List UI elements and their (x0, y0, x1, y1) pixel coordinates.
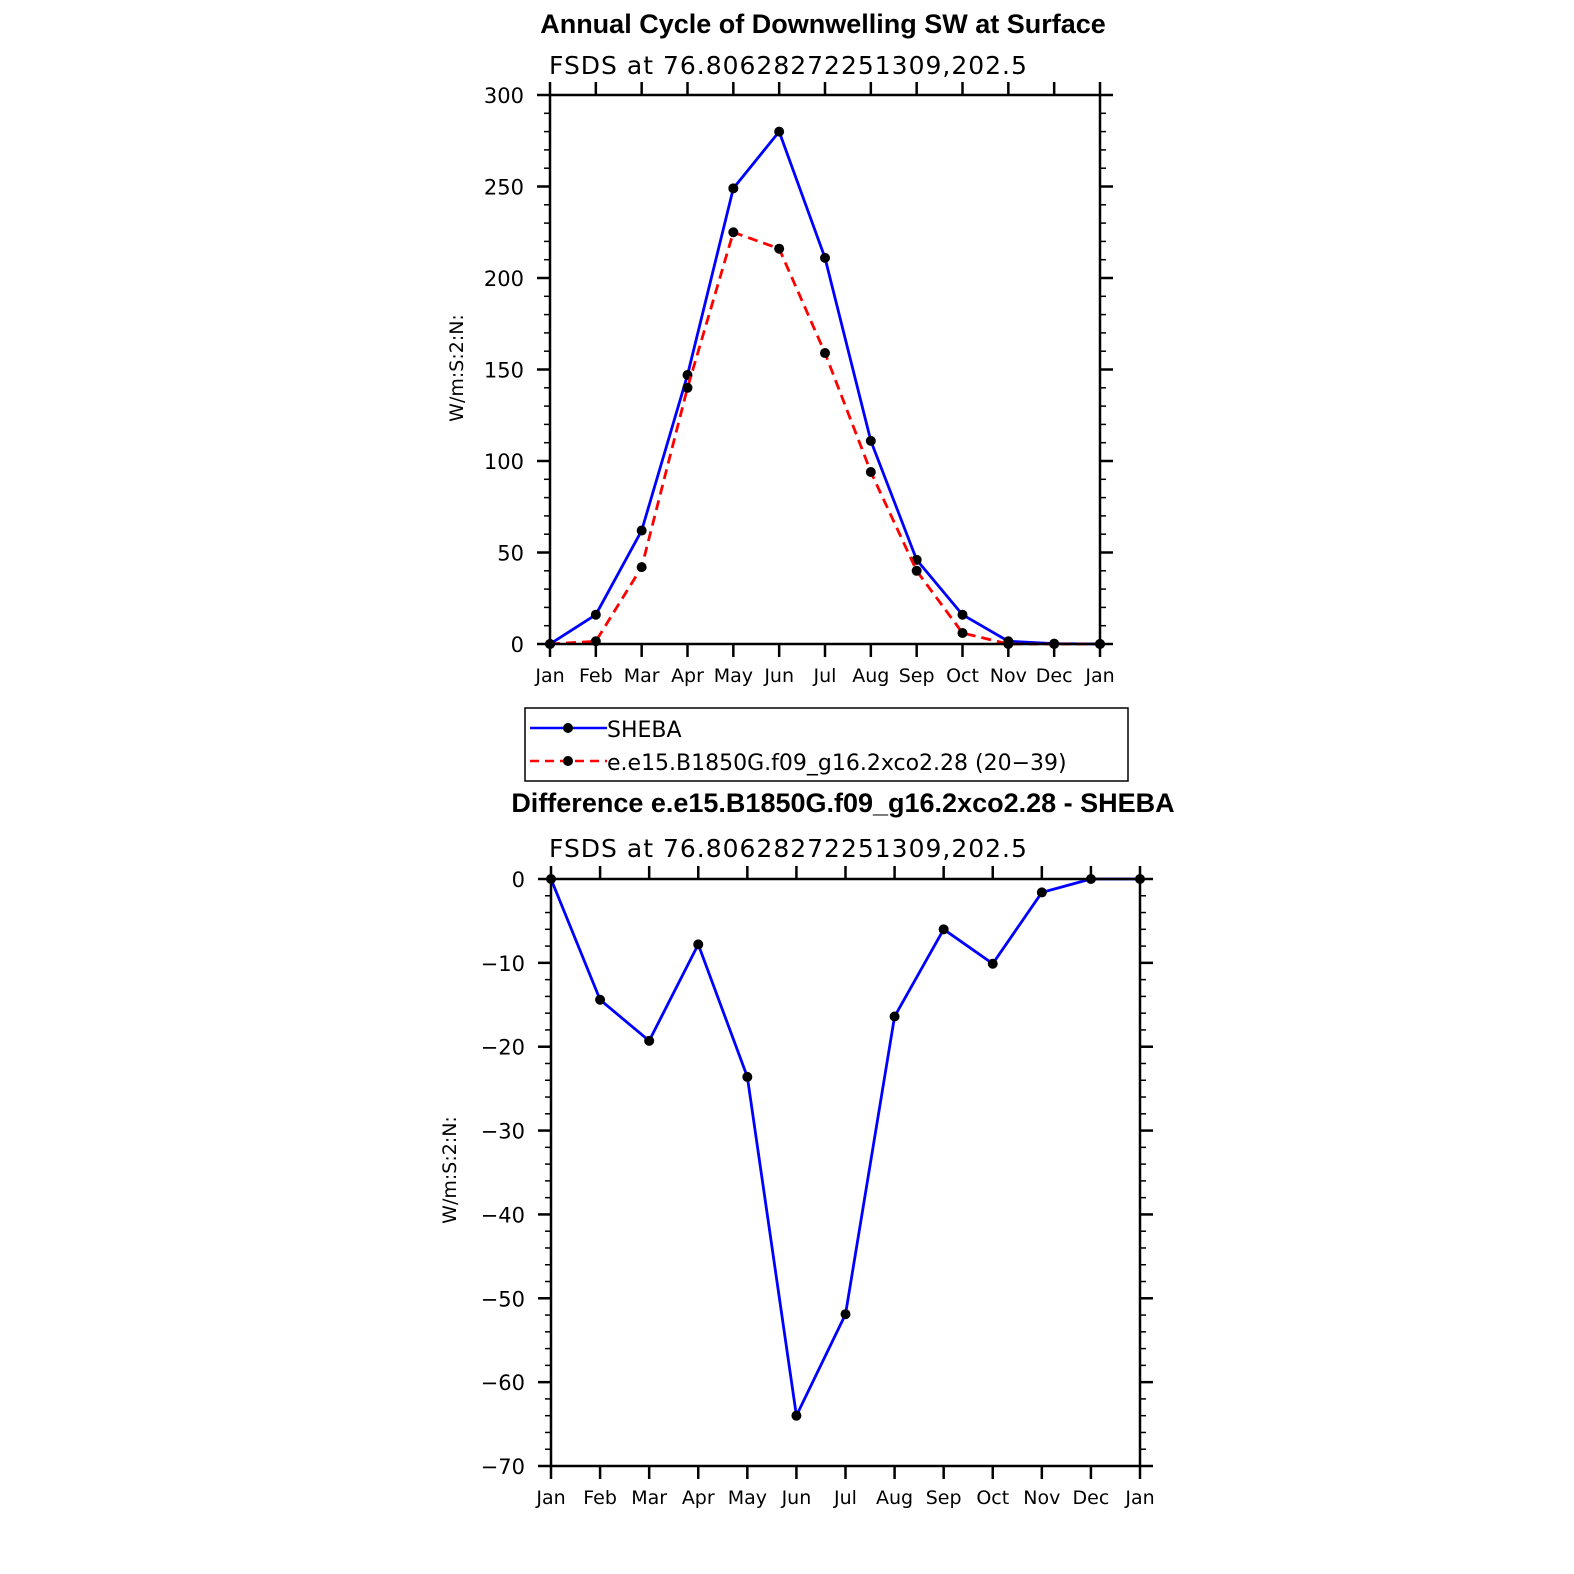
legend-marker-sheba (563, 723, 573, 733)
x-tick-label: Jan (534, 665, 564, 687)
x-tick-label: May (714, 665, 753, 687)
x-tick-label: Nov (1023, 1487, 1060, 1509)
data-point (742, 1071, 753, 1082)
legend-box (524, 707, 1129, 782)
data-point (820, 348, 830, 359)
y-tick-label: 50 (497, 542, 524, 566)
data-point (820, 252, 830, 263)
y-tick-label: −60 (481, 1371, 525, 1395)
series-line-1 (549, 230, 1100, 646)
data-point (774, 126, 785, 137)
x-tick-label: Aug (876, 1487, 913, 1509)
x-tick-label: Jul (813, 665, 837, 687)
x-tick-label: Jan (1124, 1487, 1154, 1509)
y-tick-label: −70 (481, 1455, 525, 1479)
tick-marks (537, 82, 1113, 657)
x-tick-label: Aug (852, 665, 889, 687)
y-tick-label: 100 (484, 450, 524, 474)
plot-frame (549, 877, 1142, 1468)
legend-marker-model (563, 756, 573, 766)
data-point (636, 562, 647, 573)
series-line-0 (549, 877, 1140, 1418)
data-point (987, 958, 998, 969)
x-tick-label: Sep (899, 665, 935, 687)
y-axis-label: W/m:S:2:N: (446, 314, 468, 422)
data-point (644, 1035, 655, 1046)
data-point (865, 435, 876, 446)
series-line-0 (549, 130, 1101, 646)
y-tick-label: −30 (481, 1120, 525, 1144)
data-point (682, 382, 693, 393)
tick-labels: Jan Feb Mar Apr May Jun Jul Aug Sep Oct Nov Dec Jan 0… (481, 868, 1155, 1509)
x-tick-label: Mar (624, 665, 660, 687)
x-tick-label: Dec (1036, 665, 1073, 687)
data-point (728, 227, 739, 238)
data-point (957, 628, 968, 639)
data-point (865, 466, 876, 477)
chart-subtitle: FSDS at 76.80628272251309,202.5 (549, 51, 1028, 80)
x-tick-label: Jul (833, 1487, 857, 1509)
data-point (774, 243, 785, 254)
x-tick-label: Jan (1084, 665, 1114, 687)
data-point (590, 609, 601, 620)
data-point (636, 525, 647, 536)
x-tick-label: Oct (976, 1487, 1009, 1509)
data-point (693, 939, 704, 950)
x-tick-label: Nov (990, 665, 1027, 687)
y-tick-label: 250 (484, 176, 524, 200)
y-tick-label: −50 (481, 1287, 525, 1311)
tick-marks (538, 866, 1153, 1479)
x-tick-label: Mar (631, 1487, 667, 1509)
y-tick-label: 0 (511, 633, 524, 657)
y-tick-label: 200 (484, 267, 524, 291)
plot-frame (548, 93, 1102, 646)
y-tick-label: −10 (481, 952, 525, 976)
data-point (911, 565, 922, 576)
annual-cycle-chart: Annual Cycle of Downwelling SW at Surfac… (446, 9, 1115, 687)
x-tick-label: Sep (926, 1487, 962, 1509)
y-tick-label: 300 (484, 84, 524, 108)
y-tick-label: −40 (481, 1203, 525, 1227)
x-tick-label: Apr (671, 665, 704, 687)
data-point (938, 924, 949, 935)
tick-labels: Jan Feb Mar Apr May Jun Jul Aug Sep Oct Nov Dec Jan 0… (484, 84, 1115, 687)
y-tick-label: 150 (484, 359, 524, 383)
legend-label-sheba: SHEBA (607, 718, 682, 743)
data-point (957, 609, 968, 620)
data-point (889, 1011, 900, 1022)
x-tick-label: Oct (946, 665, 979, 687)
y-tick-label: −20 (481, 1036, 525, 1060)
x-tick-label: Jun (763, 665, 794, 687)
x-tick-label: Apr (682, 1487, 715, 1509)
x-tick-label: Jun (781, 1487, 812, 1509)
series-layer (545, 126, 1105, 649)
chart-title: Annual Cycle of Downwelling SW at Surfac… (540, 9, 1106, 39)
legend: SHEBA e.e15.B1850G.f09_g16.2xco2.28 (20−… (524, 707, 1129, 782)
series-layer (546, 874, 1145, 1421)
y-tick-label: 0 (512, 868, 525, 892)
data-point (791, 1410, 802, 1421)
data-point (595, 994, 606, 1005)
x-tick-label: Feb (579, 665, 613, 687)
data-point (728, 183, 739, 194)
x-tick-label: Feb (583, 1487, 617, 1509)
data-point (840, 1309, 851, 1320)
difference-chart: Difference e.e15.B1850G.f09_g16.2xco2.28… (439, 788, 1175, 1509)
chart-subtitle: FSDS at 76.80628272251309,202.5 (549, 834, 1028, 863)
chart-title: Difference e.e15.B1850G.f09_g16.2xco2.28… (511, 788, 1174, 818)
legend-label-model: e.e15.B1850G.f09_g16.2xco2.28 (20−39) (607, 751, 1067, 776)
x-tick-label: Dec (1073, 1487, 1110, 1509)
x-tick-label: Jan (535, 1487, 565, 1509)
y-axis-label: W/m:S:2:N: (439, 1116, 461, 1224)
data-point (1036, 887, 1047, 898)
x-tick-label: May (728, 1487, 767, 1509)
